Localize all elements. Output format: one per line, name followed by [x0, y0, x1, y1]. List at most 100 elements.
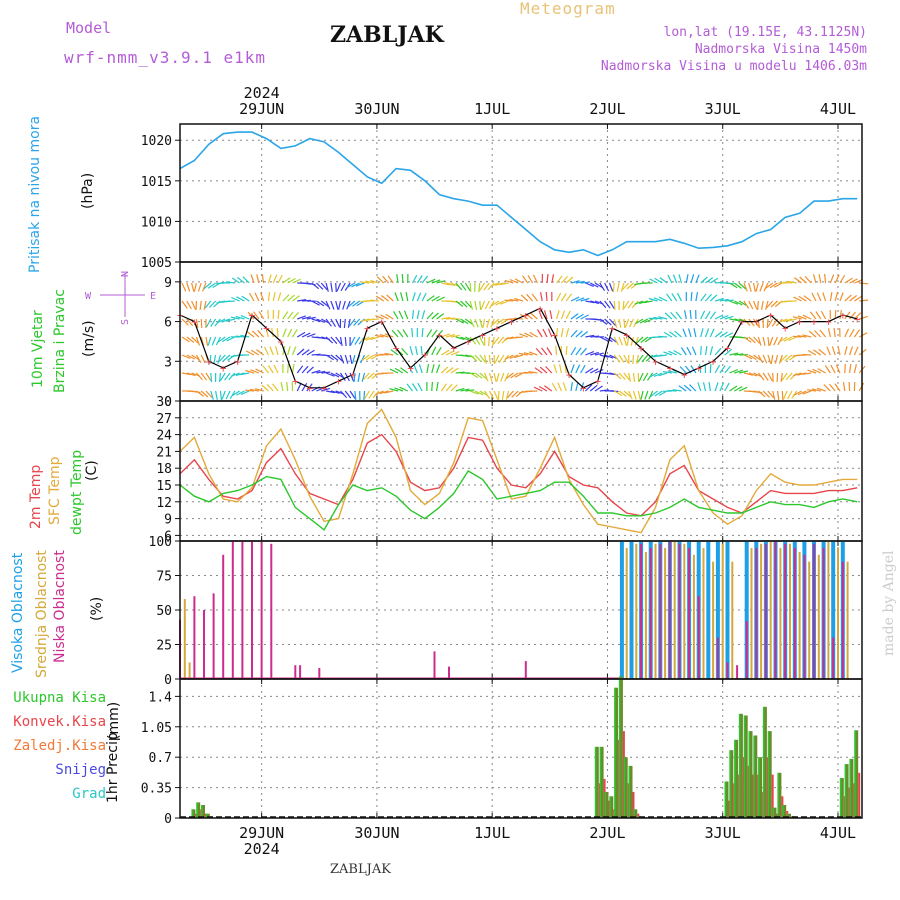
cloud-mid-bar — [712, 561, 715, 679]
wind-barb — [639, 300, 649, 305]
wind-barb — [402, 329, 409, 338]
wind-barb — [440, 366, 449, 374]
wind-barb — [859, 315, 868, 320]
cloud-low-bar — [822, 547, 825, 679]
wind-barb — [818, 348, 826, 356]
cloud-low-bar — [832, 637, 835, 679]
wind-barb — [275, 346, 279, 356]
y-tick-label: 9 — [164, 276, 172, 291]
wind-barb — [807, 369, 817, 374]
wind-barb — [849, 311, 856, 320]
wind-barb — [697, 382, 702, 392]
wind-barb — [762, 390, 770, 398]
wind-barb — [370, 279, 380, 284]
wind-barb — [560, 327, 564, 338]
rain-total-edge — [604, 791, 606, 818]
cloud-mid-bar — [644, 552, 647, 679]
wind-barb — [590, 351, 599, 356]
wind-barb — [344, 390, 352, 399]
wind-barb — [225, 318, 235, 322]
wind-barb — [382, 275, 389, 284]
wind-barb — [269, 346, 274, 356]
wind-barb — [273, 364, 279, 374]
wind-barb — [700, 345, 702, 356]
rain-total-edge — [844, 764, 847, 818]
y-tick-label: 100 — [149, 535, 172, 550]
wind-barb — [250, 274, 255, 284]
wind-barb — [753, 318, 759, 327]
wind-gust-mark: + — [364, 322, 371, 335]
wind-barb — [335, 300, 339, 310]
wind-barb — [724, 382, 730, 392]
wind-barb — [802, 390, 812, 395]
rain-total-bar — [619, 676, 623, 818]
wind-barb — [824, 365, 831, 374]
wind-barb — [837, 346, 841, 356]
wind-barb — [829, 274, 835, 284]
wind-barb — [565, 328, 570, 338]
wind-barb — [325, 336, 334, 344]
wind-barb — [757, 372, 765, 381]
wind-barb — [501, 390, 505, 400]
wind-barb — [339, 336, 343, 347]
wind-barb — [560, 275, 569, 284]
wind-barb — [494, 282, 504, 286]
wind-barb — [287, 328, 293, 338]
wind-barb — [829, 291, 833, 302]
wind-barb — [585, 334, 595, 338]
wind-barb — [445, 282, 455, 287]
cloud-low-bar — [433, 651, 436, 679]
x-day-label-bottom: 4JUL — [820, 824, 856, 842]
wind-barb — [831, 346, 836, 356]
wind-barb — [724, 365, 731, 374]
wind-barb — [683, 384, 692, 392]
wind-barb — [248, 292, 255, 302]
wind-barb — [808, 330, 817, 338]
wind-barb — [245, 369, 255, 374]
wind-barb — [792, 316, 802, 320]
wind-barb — [200, 372, 208, 381]
y-tick-label: 0.7 — [149, 751, 172, 766]
wind-barb — [426, 363, 430, 374]
wind-barb — [779, 336, 788, 343]
cloud-mid-bar — [673, 541, 676, 679]
cloud-low-bar — [736, 665, 739, 679]
wind-barb — [570, 364, 575, 374]
wind-barb — [416, 310, 420, 320]
wind-barb — [556, 310, 560, 320]
cloud-low-bar — [668, 541, 671, 679]
wind-barb — [510, 372, 519, 379]
wind-barb — [474, 318, 479, 328]
wind-barb — [757, 354, 764, 364]
wind-barb — [858, 332, 868, 338]
legend-hail: Grad — [72, 786, 106, 802]
cloud-low-bar — [203, 610, 205, 679]
wind-barb — [469, 390, 479, 395]
wind-barb — [785, 372, 793, 381]
wind-barb — [397, 329, 404, 338]
wind-barb — [360, 281, 370, 284]
wind-barb — [421, 327, 424, 338]
wind-gust-mark: + — [681, 369, 688, 382]
wind-barb — [639, 318, 649, 324]
wind-barb — [542, 328, 548, 338]
wind-barb — [291, 346, 297, 356]
x-day-label-top: 4JUL — [820, 100, 856, 118]
wind-barb — [256, 349, 265, 356]
wind-barb — [301, 382, 308, 392]
wind-gust-mark: + — [378, 316, 385, 329]
wind-barb — [609, 390, 619, 393]
wind-barb — [204, 300, 212, 309]
wind-barb — [545, 291, 548, 302]
wind-barb — [195, 318, 199, 328]
wind-barb — [368, 390, 375, 399]
cloud-mid-bar — [779, 547, 782, 679]
wind-barb — [802, 334, 812, 338]
wind-barb — [753, 336, 761, 344]
cloud-low-bar — [270, 543, 273, 679]
wind-barb — [575, 364, 581, 374]
rain-total-edge — [782, 805, 784, 818]
y-tick-label: 75 — [156, 570, 172, 585]
wind-barb — [181, 336, 190, 343]
wind-barb — [338, 300, 342, 310]
